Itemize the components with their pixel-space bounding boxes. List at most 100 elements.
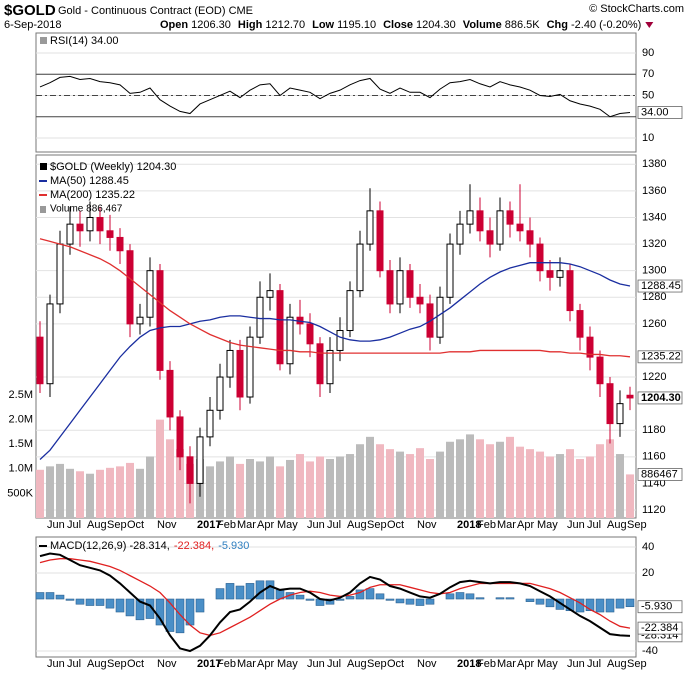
candle-body bbox=[56, 243, 64, 305]
candle-body bbox=[386, 270, 394, 305]
x-tick-label: Apr bbox=[517, 658, 534, 670]
x-tick-label: Aug bbox=[87, 519, 107, 531]
histogram-bar bbox=[265, 580, 275, 600]
x-tick-label: Nov bbox=[417, 519, 437, 531]
histogram-bar bbox=[555, 598, 565, 610]
volume-bar bbox=[356, 444, 364, 518]
y-tick-label: 1260 bbox=[642, 318, 666, 330]
x-tick-label: Sep bbox=[367, 519, 387, 531]
candle-body bbox=[266, 290, 274, 298]
x-tick-label: Feb bbox=[217, 658, 236, 670]
panel-title: $GOLD (Weekly) 1204.30 bbox=[50, 161, 176, 173]
x-tick-label: Sep bbox=[367, 658, 387, 670]
candle-body bbox=[226, 349, 234, 378]
histogram-bar bbox=[625, 598, 635, 608]
x-tick-label: Jun bbox=[307, 658, 325, 670]
x-tick-label: Sep bbox=[627, 658, 647, 670]
last-value-label: 886467 bbox=[641, 468, 678, 480]
x-tick-label: Apr bbox=[517, 519, 534, 531]
quote-label: High bbox=[238, 19, 263, 31]
histogram-bar bbox=[395, 598, 405, 604]
y-tick-label: 20 bbox=[642, 567, 654, 579]
histogram-bar bbox=[475, 597, 485, 600]
x-tick-label: Aug bbox=[607, 658, 627, 670]
x-tick-label: Feb bbox=[217, 519, 236, 531]
histogram-bar bbox=[95, 598, 105, 606]
volume-bar bbox=[336, 456, 344, 518]
histogram-bar bbox=[235, 585, 245, 600]
volume-bar bbox=[86, 473, 94, 518]
candle-body bbox=[166, 369, 174, 418]
histogram-bar bbox=[495, 597, 505, 600]
x-tick-label: Apr bbox=[257, 519, 274, 531]
date: 6-Sep-2018 bbox=[4, 19, 62, 31]
candle-body bbox=[256, 296, 264, 338]
volume-bar bbox=[416, 448, 424, 518]
volume-bar bbox=[566, 449, 574, 518]
x-tick-label: Jul bbox=[327, 519, 341, 531]
candle-body bbox=[326, 349, 334, 385]
x-tick-label: 2018 bbox=[457, 519, 481, 531]
moving-average bbox=[39, 238, 631, 358]
y-tick-label: 1280 bbox=[642, 291, 666, 303]
volume-tick-label: 1.5M bbox=[9, 438, 33, 450]
candle-body bbox=[526, 230, 534, 245]
histogram-bar bbox=[305, 598, 315, 601]
x-tick-label: Aug bbox=[347, 519, 367, 531]
y-tick-label: 1360 bbox=[642, 185, 666, 197]
quote-label: Open bbox=[160, 19, 188, 31]
y-tick-label: 1160 bbox=[642, 451, 666, 463]
legend-label: MACD(12,26,9) -28.314, bbox=[50, 540, 170, 552]
x-tick-label: Aug bbox=[347, 658, 367, 670]
volume-bar bbox=[366, 436, 374, 518]
candle-body bbox=[346, 290, 354, 332]
candle-body bbox=[216, 376, 224, 411]
histogram-bar bbox=[135, 598, 145, 621]
histogram-bar bbox=[425, 598, 435, 605]
x-tick-label: Oct bbox=[127, 519, 144, 531]
volume-bar bbox=[496, 441, 504, 518]
candle-body bbox=[586, 336, 594, 358]
volume-bar bbox=[106, 467, 114, 518]
volume-tick-label: 500K bbox=[7, 487, 33, 499]
candle-body bbox=[486, 230, 494, 245]
histogram-bar bbox=[465, 593, 475, 600]
x-tick-label: Mar bbox=[497, 658, 516, 670]
volume-bar bbox=[526, 449, 534, 518]
candle-body bbox=[496, 210, 504, 245]
last-value-box bbox=[637, 391, 683, 405]
histogram-bar bbox=[35, 592, 45, 600]
volume-bar bbox=[256, 461, 264, 518]
x-tick-label: Jun bbox=[307, 519, 325, 531]
candle-body bbox=[606, 383, 614, 425]
last-value-label: 1204.30 bbox=[641, 392, 681, 404]
volume-bar bbox=[506, 436, 514, 518]
change-arrow bbox=[645, 22, 654, 28]
y-tick-label: 1180 bbox=[642, 424, 666, 436]
histogram-bar bbox=[55, 594, 65, 600]
y-tick-label: 1320 bbox=[642, 238, 666, 250]
volume-bar bbox=[296, 454, 304, 518]
volume-bar bbox=[536, 451, 544, 518]
y-tick-label: 70 bbox=[642, 68, 654, 80]
histogram-bar bbox=[565, 598, 575, 612]
histogram-bar bbox=[195, 598, 205, 613]
quote-value: 1206.30 bbox=[191, 19, 231, 31]
candle-body bbox=[336, 330, 344, 351]
y-tick-label: 90 bbox=[642, 47, 654, 59]
volume-bar bbox=[586, 456, 594, 518]
x-tick-label: May bbox=[277, 658, 298, 670]
quote-label: Close bbox=[383, 19, 413, 31]
histogram-bar bbox=[455, 592, 465, 600]
candle-body bbox=[436, 296, 444, 338]
last-value-label: -5.930 bbox=[641, 601, 672, 613]
volume-bar bbox=[486, 444, 494, 518]
x-tick-label: Sep bbox=[627, 519, 647, 531]
legend-icon bbox=[40, 206, 46, 213]
x-tick-label: Nov bbox=[157, 519, 177, 531]
volume-bar bbox=[116, 466, 124, 518]
x-tick-label: Feb bbox=[477, 519, 496, 531]
volume-bar bbox=[616, 454, 624, 518]
volume-tick-label: 2.5M bbox=[9, 389, 33, 401]
